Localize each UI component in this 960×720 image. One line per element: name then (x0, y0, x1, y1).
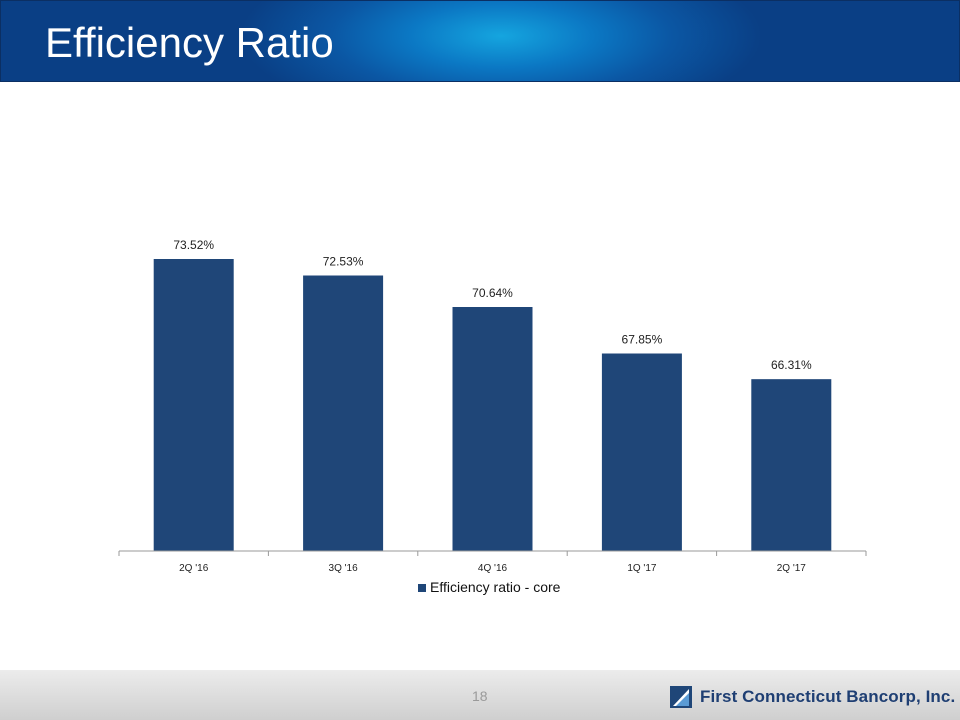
x-tick-label: 1Q '17 (627, 563, 657, 574)
legend-label: Efficiency ratio - core (430, 579, 561, 595)
legend-swatch (418, 584, 426, 592)
bar (452, 307, 533, 551)
title-bar: Efficiency Ratio (0, 0, 960, 82)
bank-logo-icon (670, 686, 692, 708)
company-name: First Connecticut Bancorp, Inc. (700, 687, 956, 706)
x-tick-label: 2Q '16 (179, 563, 209, 574)
page-number: 18 (472, 688, 488, 704)
data-label: 66.31% (771, 358, 812, 372)
bar-chart: 73.52% 2Q '16 72.53% 3Q '16 70.64% 4Q '16 67.8… (118, 238, 867, 595)
data-label: 70.64% (472, 286, 513, 300)
footer: 18 First Connecticut Bancorp, Inc. (0, 670, 960, 720)
company-logo: First Connecticut Bancorp, Inc. (670, 686, 955, 708)
page-title: Efficiency Ratio (45, 19, 334, 66)
bar (153, 259, 234, 551)
data-label: 72.53% (323, 255, 364, 269)
x-tick-label: 3Q '16 (329, 563, 359, 574)
data-label: 73.52% (173, 238, 214, 252)
x-tick-label: 2Q '17 (777, 563, 807, 574)
bar (303, 275, 384, 551)
bar (601, 353, 682, 551)
data-label: 67.85% (622, 333, 663, 347)
x-tick-label: 4Q '16 (478, 563, 508, 574)
bar (751, 379, 832, 551)
